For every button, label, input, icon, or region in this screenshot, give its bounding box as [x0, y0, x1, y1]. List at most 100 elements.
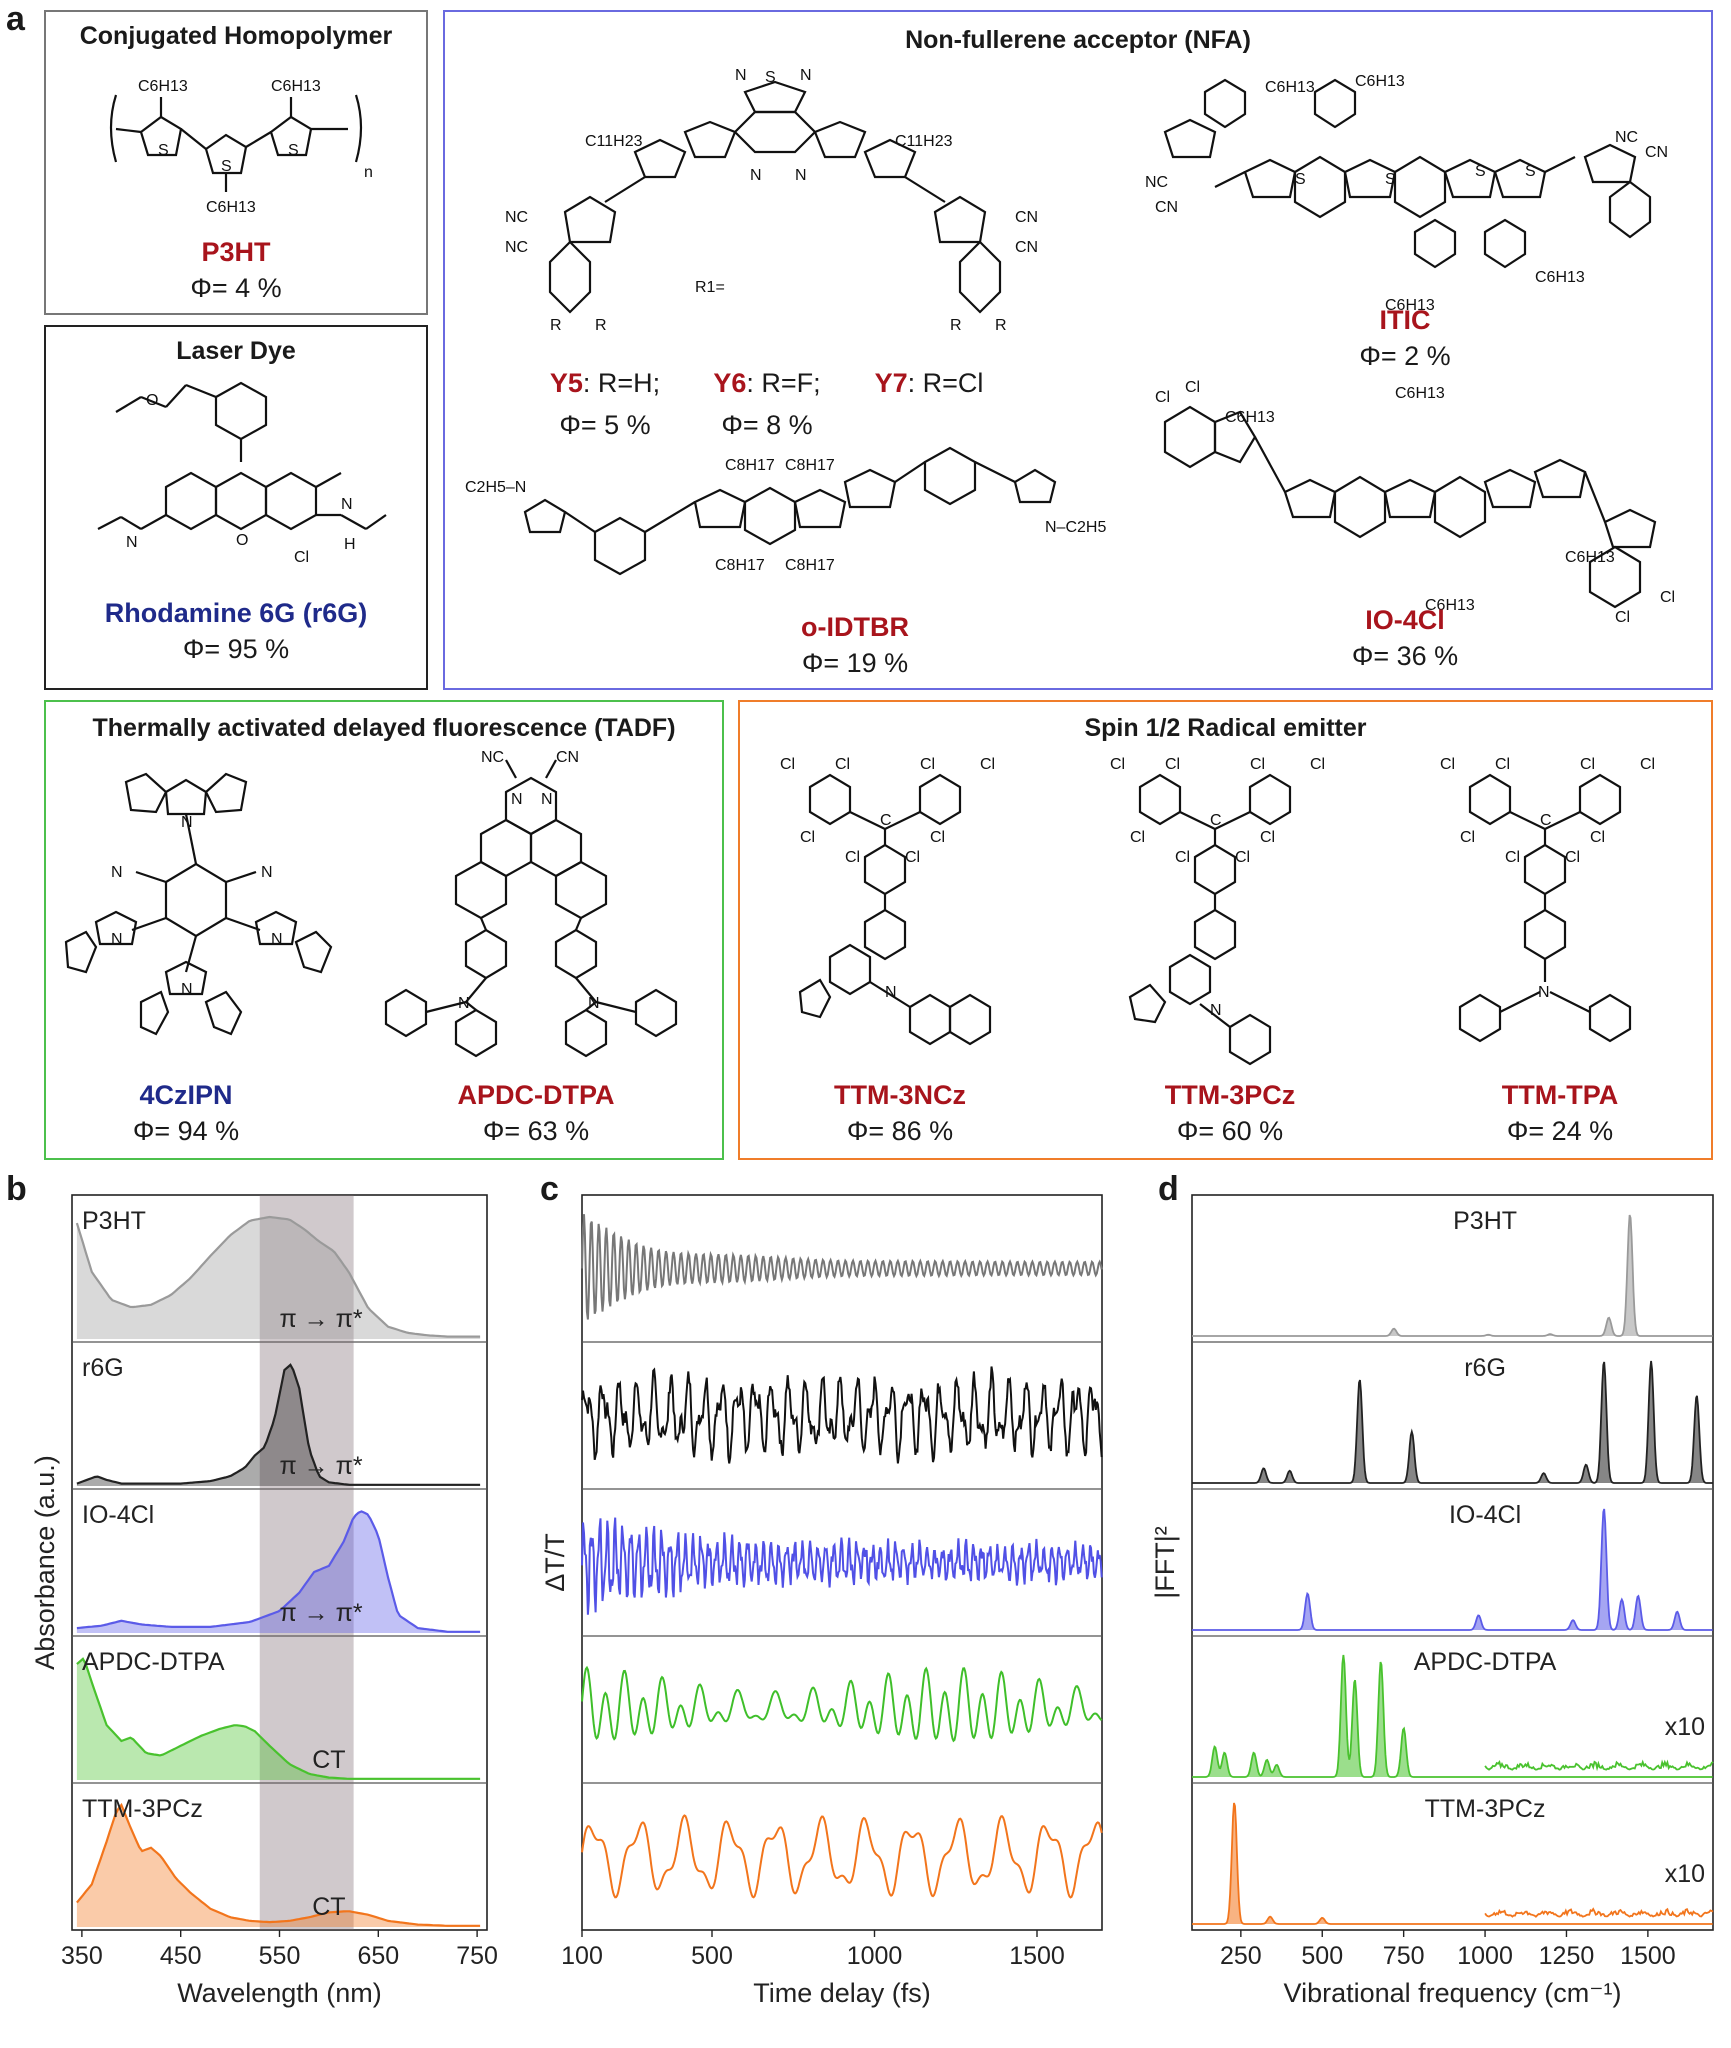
svg-text:C6H13: C6H13: [1425, 597, 1475, 614]
apdc-dtpa-caption: APDC-DTPA Φ= 63 %: [396, 1077, 676, 1149]
p3ht-name: P3HT: [201, 237, 271, 267]
ttm-3pcz-phi: Φ= 60 %: [1176, 1116, 1284, 1146]
r6g-name: Rhodamine 6G (r6G): [104, 598, 368, 628]
y5-sub: : R=H;: [582, 368, 661, 398]
svg-text:C6H13: C6H13: [138, 78, 188, 95]
d-xtick-label: 1000: [1457, 1942, 1513, 1970]
svg-text:Cl: Cl: [780, 756, 795, 773]
svg-text:C8H17: C8H17: [725, 457, 775, 474]
b-xtick-label: 650: [357, 1942, 399, 1970]
d-series-line-p3ht: [1192, 1214, 1713, 1337]
svg-text:Cl: Cl: [1185, 379, 1200, 396]
p3ht-structure: S S S C6H13 C6H13 C6H13 n: [86, 67, 386, 227]
svg-text:N: N: [261, 864, 273, 881]
svg-text:Cl: Cl: [845, 849, 860, 866]
b-series-fill-ttm-3pcz: [76, 1805, 481, 1927]
svg-text:N: N: [181, 981, 193, 998]
d-series-label-p3ht: P3HT: [1453, 1207, 1517, 1235]
itic-name: ITIC: [1379, 305, 1431, 335]
d-xtick-label: 250: [1220, 1942, 1262, 1970]
d-series-fill-r6g: [1192, 1361, 1713, 1483]
io-4cl-phi: Φ= 36 %: [1351, 641, 1459, 671]
itic-structure: C6H13 C6H13 NC CN NC CN C6H13 C6H13 S S S S: [1145, 72, 1685, 322]
d-xtick-label: 1500: [1620, 1942, 1676, 1970]
d-series-label-apdc-dtpa: APDC-DTPA: [1414, 1648, 1557, 1676]
b-series-line-io-4cl: [76, 1510, 481, 1633]
b-series-line-p3ht: [75, 1215, 481, 1338]
r6g-cl: Cl: [294, 549, 309, 566]
b-annotation-apdc-dtpa: CT: [312, 1746, 345, 1774]
r6g-h: H: [344, 536, 356, 553]
svg-text:CN: CN: [1015, 209, 1038, 226]
d-series-label-ttm-3pcz: TTM-3PCz: [1425, 1795, 1546, 1823]
b-xtick-label: 750: [456, 1942, 498, 1970]
svg-text:C6H13: C6H13: [206, 199, 256, 216]
b-series-line-apdc-dtpa: [76, 1657, 481, 1780]
ttm-3pcz-name: TTM-3PCz: [1164, 1080, 1296, 1110]
svg-text:Cl: Cl: [1640, 756, 1655, 773]
b-series-label-apdc-dtpa: APDC-DTPA: [82, 1648, 225, 1676]
c-series-line-p3ht: [581, 1214, 1103, 1320]
y7-caption: Y7: R=Cl: [829, 365, 1029, 401]
4czipn-name: 4CzIPN: [139, 1080, 233, 1110]
svg-text:S: S: [1525, 163, 1536, 180]
svg-text:R: R: [995, 317, 1007, 334]
svg-text:O: O: [146, 392, 158, 409]
o-idtbr-phi: Φ= 19 %: [801, 648, 909, 678]
r6g-caption: Rhodamine 6G (r6G) Φ= 95 %: [46, 595, 426, 667]
svg-text:C: C: [1210, 812, 1222, 829]
ttm-3pcz-structure: Cl Cl Cl Cl Cl Cl Cl Cl C N: [1110, 756, 1350, 1077]
svg-text:N: N: [541, 791, 553, 808]
svg-text:CN: CN: [1155, 199, 1178, 216]
r6g-n-right: N: [341, 496, 353, 513]
svg-text:S: S: [1295, 171, 1306, 188]
nfa-box: Non-fullerene acceptor (NFA) S N N C11H23 C…: [443, 10, 1713, 690]
svg-text:Cl: Cl: [930, 829, 945, 846]
ttm-3ncz-name: TTM-3NCz: [834, 1080, 966, 1110]
b-shaded-band: [259, 1195, 354, 1930]
y5-caption: Y5: R=H; Φ= 5 %: [505, 365, 705, 443]
y7-name: Y7: [874, 368, 908, 398]
d-x10-trace-ttm-3pcz: [1484, 1907, 1714, 1918]
r6g-phi: Φ= 95 %: [182, 634, 290, 664]
d-scale-note-apdc-dtpa: x10: [1665, 1713, 1705, 1741]
svg-text:C6H13: C6H13: [1535, 269, 1585, 286]
svg-text:Cl: Cl: [1110, 756, 1125, 773]
svg-text:Cl: Cl: [1590, 829, 1605, 846]
nfa-title: Non-fullerene acceptor (NFA): [905, 26, 1251, 54]
svg-text:C2H5–N: C2H5–N: [465, 479, 526, 496]
svg-text:S: S: [158, 142, 169, 159]
svg-text:S: S: [288, 142, 299, 159]
svg-text:C: C: [1540, 812, 1552, 829]
b-series-label-p3ht: P3HT: [82, 1207, 146, 1235]
d-xtick-label: 500: [1301, 1942, 1343, 1970]
b-xlabel: Wavelength (nm): [177, 1978, 382, 2008]
radical-title: Spin 1/2 Radical emitter: [1084, 714, 1367, 742]
y6-sub: : R=F;: [746, 368, 821, 398]
tadf-box: Thermally activated delayed fluorescence…: [44, 700, 724, 1160]
svg-text:Cl: Cl: [1130, 829, 1145, 846]
absorbance-chart: 350 450 550 650 750 Wavelength (nm) Absorbance…: [30, 1194, 498, 2008]
c-series-line-ttm-3pcz: [581, 1814, 1103, 1899]
o-idtbr-name: o-IDTBR: [801, 612, 909, 642]
svg-text:Cl: Cl: [905, 849, 920, 866]
y5-name: Y5: [549, 368, 583, 398]
y6-name: Y6: [713, 368, 747, 398]
d-series-line-ttm-3pcz: [1192, 1802, 1713, 1925]
radical-box: Spin 1/2 Radical emitter Cl Cl Cl Cl Cl Cl Cl…: [738, 700, 1713, 1160]
p3ht-caption: P3HT Φ= 4 %: [46, 234, 426, 306]
svg-text:NC: NC: [1615, 129, 1638, 146]
itic-phi: Φ= 2 %: [1359, 341, 1451, 371]
panel-b-plot: 350 450 550 650 750 Wavelength (nm) Absorbance…: [0, 1180, 540, 2040]
svg-text:R: R: [595, 317, 607, 334]
ttm-tpa-structure: Cl Cl Cl Cl Cl Cl Cl Cl C N: [1440, 756, 1680, 1077]
b-annotation-r6g: π → π*: [279, 1452, 362, 1480]
b-series-label-ttm-3pcz: TTM-3PCz: [82, 1795, 203, 1823]
c-ylabel: ΔT/T: [540, 1533, 570, 1592]
svg-text:Cl: Cl: [1580, 756, 1595, 773]
svg-text:N: N: [1538, 984, 1550, 1001]
ttm-tpa-name: TTM-TPA: [1501, 1080, 1619, 1110]
io-4cl-structure: Cl Cl C6H13 C6H13 C6H13 C6H13 Cl Cl: [1145, 379, 1685, 626]
4czipn-structure: N N N N N N: [56, 772, 336, 1062]
svg-text:N: N: [458, 995, 470, 1012]
